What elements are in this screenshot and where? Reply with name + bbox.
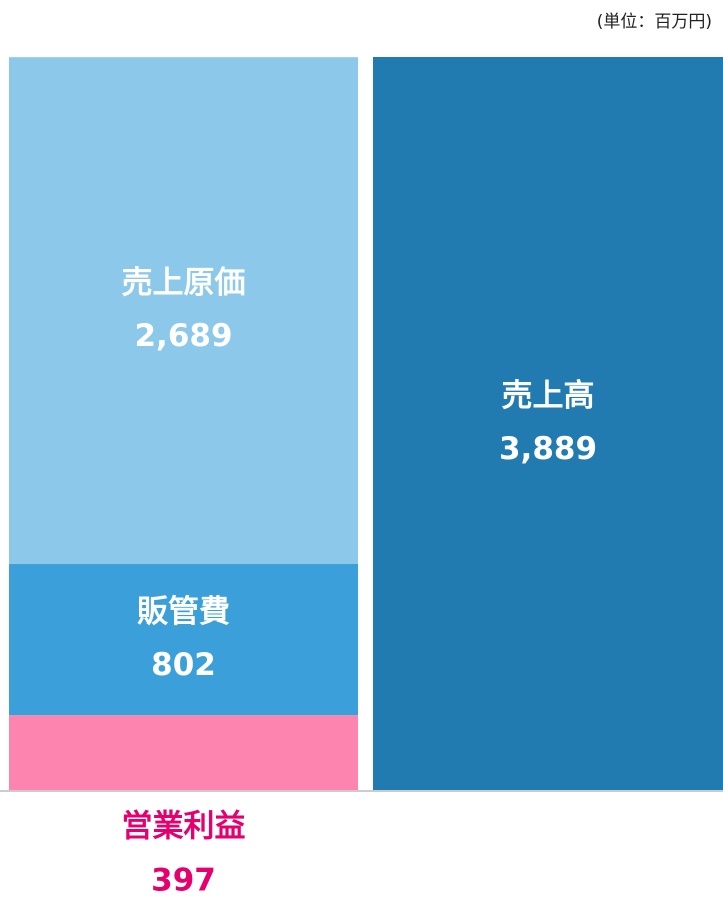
bar-segment xyxy=(9,57,358,565)
segment-name: 販管費 xyxy=(137,594,230,630)
segment-value: 802 xyxy=(151,647,216,683)
segment-name: 営業利益 xyxy=(122,809,246,845)
bar-segment xyxy=(9,715,358,790)
unit-note: (単位：百万円) xyxy=(597,12,712,32)
segment-value: 397 xyxy=(151,863,216,898)
segment-value: 2,689 xyxy=(134,318,232,354)
bar-segment xyxy=(9,564,358,716)
segment-value: 3,889 xyxy=(499,431,597,467)
segment-name: 売上原価 xyxy=(122,265,246,301)
bar-segment xyxy=(373,57,723,790)
segment-name: 売上高 xyxy=(502,378,595,414)
